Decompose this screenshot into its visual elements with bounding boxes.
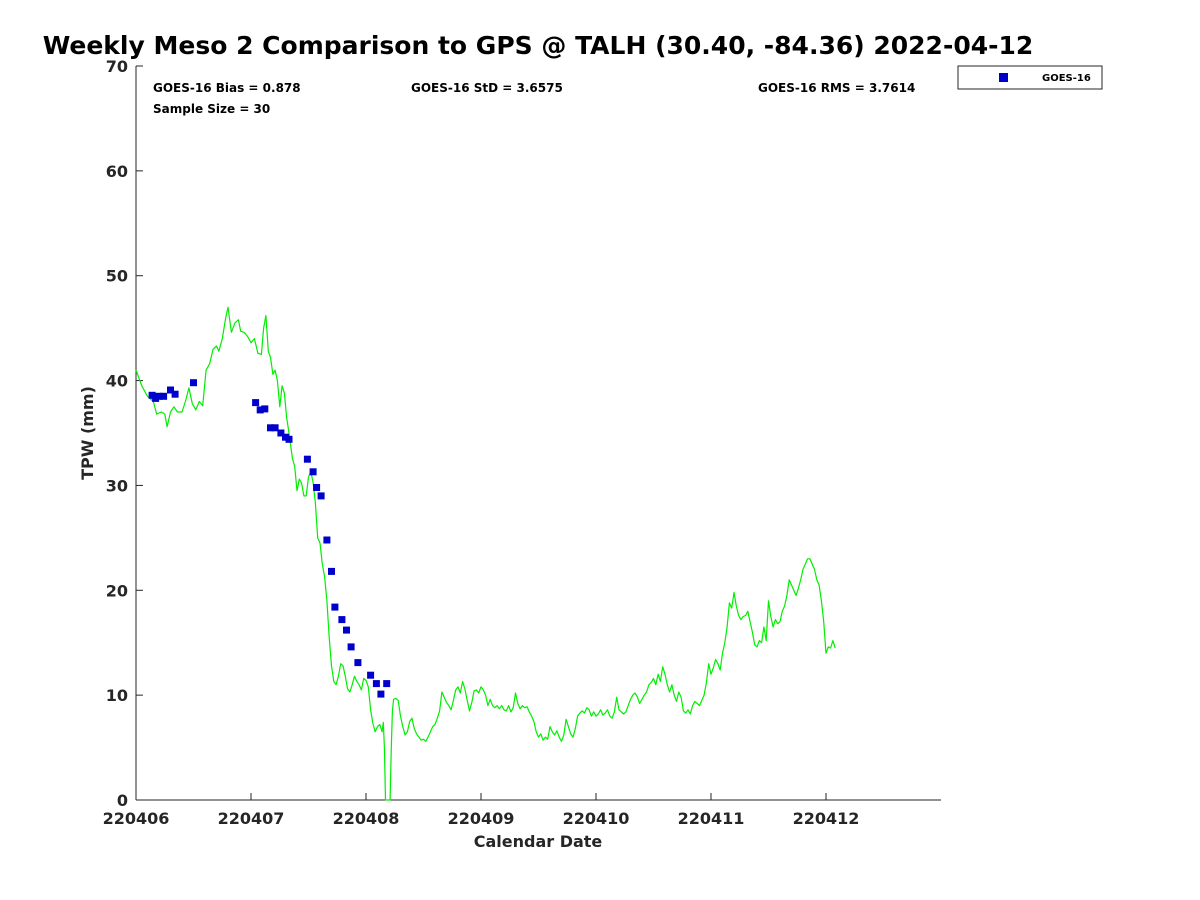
- data-point-goes16: [155, 392, 163, 400]
- x-tick-label: 220410: [563, 809, 630, 828]
- data-point-goes16: [171, 390, 179, 398]
- std-stat: GOES-16 StD = 3.6575: [411, 81, 563, 95]
- data-point-goes16: [261, 405, 269, 413]
- data-point-goes16: [256, 406, 264, 414]
- x-tick-label: 220407: [218, 809, 285, 828]
- y-tick-label: 40: [106, 372, 128, 391]
- legend: GOES-16: [957, 65, 1103, 90]
- data-point-goes16: [160, 392, 168, 400]
- x-tick-label: 220408: [333, 809, 400, 828]
- data-point-goes16: [383, 680, 391, 688]
- y-tick-label: 30: [106, 476, 128, 495]
- data-point-goes16: [343, 626, 350, 634]
- rms-stat: GOES-16 RMS = 3.7614: [758, 81, 915, 95]
- chart-title: Weekly Meso 2 Comparison to GPS @ TALH (…: [43, 31, 1034, 60]
- x-axis-title: Calendar Date: [474, 832, 603, 851]
- y-tick-label: 60: [106, 162, 128, 181]
- bias-stat: GOES-16 Bias = 0.878: [153, 81, 301, 95]
- data-point-goes16: [367, 671, 375, 679]
- x-tick-label: 220409: [448, 809, 515, 828]
- data-point-goes16: [190, 379, 197, 387]
- x-tick-label: 220411: [678, 809, 745, 828]
- data-point-goes16: [377, 690, 385, 698]
- legend-box: [957, 65, 1103, 90]
- data-point-goes16: [323, 536, 331, 544]
- data-point-goes16: [372, 680, 380, 688]
- data-point-goes16: [354, 659, 362, 667]
- data-point-goes16: [252, 399, 260, 407]
- data-point-goes16: [331, 603, 339, 611]
- x-tick-label: 220412: [793, 809, 860, 828]
- data-point-goes16: [338, 616, 346, 624]
- data-point-goes16: [167, 386, 174, 394]
- data-point-goes16: [313, 484, 321, 491]
- data-point-goes16: [277, 429, 285, 437]
- x-tick-label: 220406: [103, 809, 170, 828]
- y-ticks: 0 10 20 30 40 50 60 70: [106, 57, 143, 810]
- y-tick-label: 10: [106, 686, 128, 705]
- y-tick-label: 0: [117, 791, 128, 810]
- legend-label-goes16: GOES-16: [1042, 73, 1091, 84]
- y-axis-title: TPW (mm): [78, 386, 97, 480]
- series-layer: [135, 306, 836, 801]
- data-point-goes16: [347, 643, 355, 651]
- data-point-goes16: [317, 492, 325, 500]
- y-tick-label: 20: [106, 581, 128, 600]
- data-point-goes16: [267, 424, 274, 432]
- data-point-goes16: [309, 468, 317, 476]
- data-point-goes16: [328, 567, 335, 575]
- y-tick-label: 70: [106, 57, 128, 76]
- y-tick-label: 50: [106, 267, 128, 286]
- series-line-gps: [135, 306, 836, 801]
- data-point-goes16: [303, 455, 311, 463]
- data-point-goes16: [285, 435, 293, 443]
- sample-size-stat: Sample Size = 30: [153, 102, 270, 116]
- x-ticks: 220406 220407 220408 220409 220410 220411 2204…: [103, 793, 860, 828]
- legend-marker-goes16: [999, 73, 1008, 82]
- data-point-goes16: [271, 424, 279, 432]
